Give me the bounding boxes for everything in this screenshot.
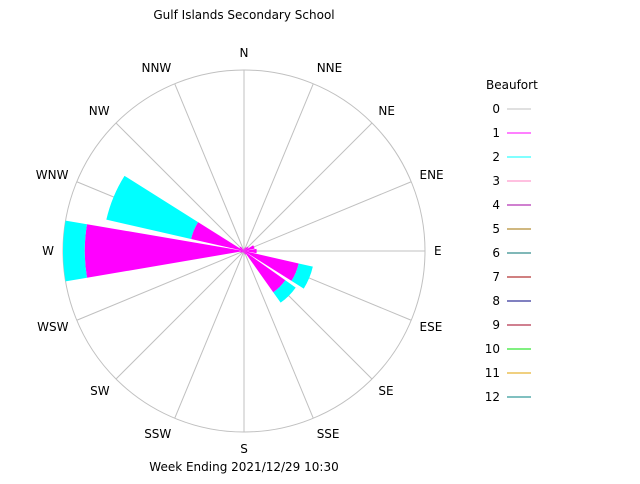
direction-label-n: N bbox=[240, 46, 249, 60]
grid-spoke bbox=[243, 83, 314, 252]
wedge-wnw-beaufort-1 bbox=[191, 222, 244, 251]
direction-label-e: E bbox=[434, 244, 442, 258]
direction-label-ene: ENE bbox=[420, 168, 444, 182]
grid-spoke bbox=[115, 250, 245, 380]
direction-label-sse: SSE bbox=[317, 427, 340, 441]
direction-label-wsw: WSW bbox=[37, 320, 68, 334]
wedge-nw-beaufort-1 bbox=[239, 246, 244, 251]
wedge-nne-beaufort-1 bbox=[244, 247, 246, 251]
legend-label-1: 1 bbox=[492, 126, 500, 140]
legend-label-12: 12 bbox=[485, 390, 500, 404]
direction-label-sw: SW bbox=[90, 384, 110, 398]
wedge-w-beaufort-1 bbox=[84, 224, 244, 278]
wedge-wsw-beaufort-1 bbox=[240, 251, 244, 253]
grid-spoke bbox=[243, 250, 314, 419]
direction-label-wnw: WNW bbox=[36, 168, 69, 182]
wedge-w-beaufort-2 bbox=[62, 220, 87, 282]
direction-label-nne: NNE bbox=[317, 61, 343, 75]
direction-label-w: W bbox=[42, 244, 54, 258]
wedge-sse-beaufort-1 bbox=[244, 251, 246, 255]
legend-label-10: 10 bbox=[485, 342, 500, 356]
chart-title: Gulf Islands Secondary School bbox=[153, 8, 334, 22]
wedge-ssw-beaufort-1 bbox=[243, 251, 244, 253]
legend-label-5: 5 bbox=[492, 222, 500, 236]
grid-spoke bbox=[243, 122, 373, 252]
legend-label-6: 6 bbox=[492, 246, 500, 260]
legend-label-2: 2 bbox=[492, 150, 500, 164]
direction-label-nw: NW bbox=[89, 104, 110, 118]
direction-label-s: S bbox=[240, 442, 248, 456]
wedge-n-beaufort-1 bbox=[243, 249, 245, 251]
legend-label-8: 8 bbox=[492, 294, 500, 308]
wedge-se-beaufort-2 bbox=[273, 280, 296, 303]
grid-spoke bbox=[115, 122, 245, 252]
wedge-ne-beaufort-1 bbox=[244, 246, 249, 251]
legend-label-4: 4 bbox=[492, 198, 500, 212]
grid-spoke bbox=[76, 250, 245, 321]
direction-label-ese: ESE bbox=[420, 320, 443, 334]
wedge-ese-beaufort-1 bbox=[244, 251, 299, 281]
legend-label-11: 11 bbox=[485, 366, 500, 380]
legend-title: Beaufort bbox=[486, 78, 538, 92]
wedge-ene-beaufort-1 bbox=[244, 245, 255, 251]
wedge-e-beaufort-1 bbox=[244, 248, 257, 254]
wedge-se-beaufort-1 bbox=[244, 251, 286, 293]
wedge-ese-beaufort-2 bbox=[291, 263, 313, 289]
direction-label-ne: NE bbox=[378, 104, 395, 118]
wedge-sw-beaufort-1 bbox=[242, 251, 244, 253]
grid-spoke bbox=[243, 181, 412, 252]
legend-label-7: 7 bbox=[492, 270, 500, 284]
wedge-nnw-beaufort-1 bbox=[243, 249, 244, 251]
legend-label-0: 0 bbox=[492, 102, 500, 116]
grid-spoke bbox=[174, 83, 245, 252]
direction-labels: N NNE NE ENE E ESE SE SSE S SSW SW WSW W WNW NW NNW bbox=[36, 46, 444, 456]
grid-spoke bbox=[174, 250, 245, 419]
direction-label-ssw: SSW bbox=[144, 427, 171, 441]
direction-label-se: SE bbox=[378, 384, 393, 398]
chart-subtitle: Week Ending 2021/12/29 10:30 bbox=[149, 460, 338, 474]
legend-label-3: 3 bbox=[492, 174, 500, 188]
legend-label-9: 9 bbox=[492, 318, 500, 332]
wedge-wnw-beaufort-2 bbox=[106, 175, 199, 239]
wind-wedges bbox=[62, 175, 313, 303]
wedge-s-beaufort-1 bbox=[243, 251, 245, 253]
direction-label-nnw: NNW bbox=[141, 61, 171, 75]
